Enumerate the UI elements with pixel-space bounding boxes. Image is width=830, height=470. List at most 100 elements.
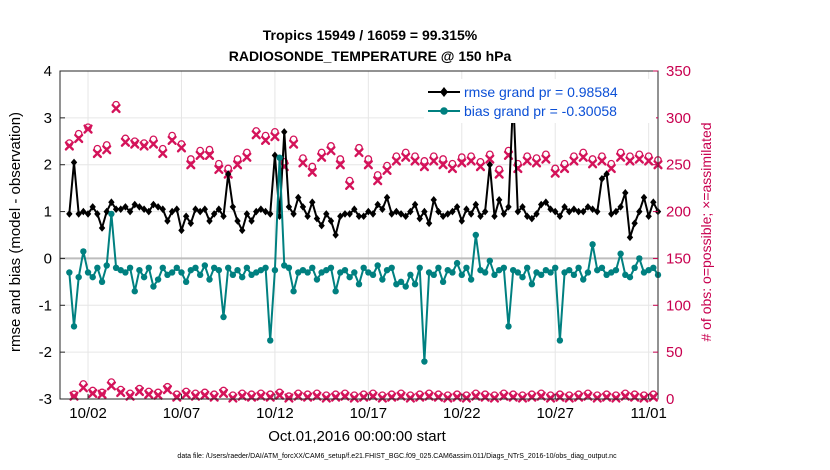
obs-assimilated-point xyxy=(606,163,616,174)
rmse-point xyxy=(566,207,573,216)
obs-assimilated-point xyxy=(176,143,187,153)
obs-assimilated-point xyxy=(545,393,556,403)
y-tick-label: 0 xyxy=(44,250,52,267)
rmse-point xyxy=(505,203,512,211)
y-tick-label: 4 xyxy=(44,63,52,80)
bias-point xyxy=(547,269,554,276)
bias-point xyxy=(262,264,269,271)
rmse-point xyxy=(285,203,293,211)
rmse-point xyxy=(631,219,638,228)
obs-assimilated-point xyxy=(326,146,336,156)
obs-possible-point xyxy=(214,159,223,168)
rmse-point xyxy=(131,200,138,209)
series-line xyxy=(68,156,659,363)
y-tick-label: -3 xyxy=(39,391,52,408)
y-tick-label: -1 xyxy=(39,297,52,314)
obs-assimilated-point xyxy=(78,383,88,393)
rmse-point xyxy=(552,207,559,216)
rmse-point xyxy=(323,210,330,218)
rmse-point xyxy=(453,203,461,211)
series-bias grand pr = -0.30058 xyxy=(66,154,662,365)
obs-assimilated-point xyxy=(587,159,598,169)
rmse-point xyxy=(173,205,180,214)
bias-point xyxy=(80,248,87,255)
x-tick-label: 10/17 xyxy=(350,405,388,422)
obs-assimilated-point xyxy=(583,391,593,401)
bias-point xyxy=(589,241,596,248)
obs-assimilated-point xyxy=(471,391,481,401)
rmse-point xyxy=(313,214,321,223)
obs-assimilated-point xyxy=(237,391,247,401)
bias-point xyxy=(140,273,148,281)
obs-assimilated-point xyxy=(531,158,542,168)
rmse-point xyxy=(122,203,129,211)
obs-assimilated-point xyxy=(499,391,509,401)
rmse-point xyxy=(112,205,120,214)
obs-assimilated-point xyxy=(162,385,173,395)
bias-point xyxy=(486,257,494,264)
obs-assimilated-point xyxy=(578,152,588,162)
bias-point xyxy=(566,266,573,274)
rmse-point xyxy=(229,203,237,211)
obs-assimilated-point xyxy=(541,154,551,164)
obs-assimilated-point xyxy=(130,139,140,149)
rmse-point xyxy=(538,200,545,209)
bias-point xyxy=(75,273,82,281)
rmse-point xyxy=(360,212,367,221)
bias-point xyxy=(458,271,465,279)
bias-point xyxy=(182,278,190,286)
obs-assimilated-point xyxy=(419,161,430,172)
rmse-point xyxy=(117,205,124,214)
obs-assimilated-point xyxy=(373,176,383,186)
bias-point xyxy=(276,154,283,161)
obs-assimilated-point xyxy=(447,163,458,174)
bias-point xyxy=(421,358,428,365)
bias-point xyxy=(346,273,353,281)
bias-point xyxy=(472,231,479,239)
rmse-point xyxy=(182,212,190,221)
bias-point xyxy=(70,323,78,330)
rmse-point xyxy=(603,170,610,178)
rmse-point xyxy=(626,233,634,242)
bias-point xyxy=(617,250,624,257)
obs-assimilated-point xyxy=(345,180,355,190)
rmse-point xyxy=(379,205,386,214)
rmse-point xyxy=(589,205,596,214)
rmse-point xyxy=(556,212,564,221)
obs-assimilated-point xyxy=(410,156,420,166)
rmse-point xyxy=(383,193,391,202)
x-tick-label: 10/27 xyxy=(536,405,574,422)
bias-point xyxy=(379,276,386,283)
obs-assimilated-point xyxy=(522,156,532,166)
obs-assimilated-point xyxy=(485,154,495,164)
bias-point xyxy=(552,264,559,271)
rmse-point xyxy=(159,205,166,214)
obs-possible-point xyxy=(336,155,345,163)
bias-point xyxy=(523,264,531,271)
obs-possible-point xyxy=(457,153,466,162)
bias-point xyxy=(397,278,405,286)
bias-point xyxy=(196,271,204,279)
x-tick-label: 10/07 xyxy=(163,405,201,422)
rmse-point xyxy=(650,198,657,206)
bias-point xyxy=(313,276,321,283)
obs-assimilated-point xyxy=(349,393,359,403)
bias-point xyxy=(575,264,582,271)
rmse-point xyxy=(346,210,353,218)
rmse-point xyxy=(472,200,479,209)
obs-assimilated-point xyxy=(634,154,644,164)
obs-assimilated-point xyxy=(401,152,411,162)
bias-point xyxy=(159,264,166,271)
bias-point xyxy=(556,337,564,344)
bias-point xyxy=(285,264,293,271)
obs-assimilated-point xyxy=(620,391,630,401)
obs-assimilated-point xyxy=(274,390,285,400)
rmse-point xyxy=(477,212,484,221)
bias-point xyxy=(126,264,134,271)
bias-point xyxy=(66,269,73,276)
obs-assimilated-point xyxy=(97,389,107,399)
obs-assimilated-point xyxy=(377,393,387,403)
bias-point xyxy=(538,271,545,279)
bias-point xyxy=(351,269,358,276)
rmse-point xyxy=(89,203,96,211)
